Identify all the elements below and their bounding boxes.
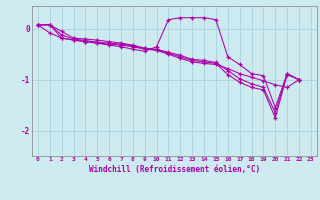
X-axis label: Windchill (Refroidissement éolien,°C): Windchill (Refroidissement éolien,°C) (89, 165, 260, 174)
